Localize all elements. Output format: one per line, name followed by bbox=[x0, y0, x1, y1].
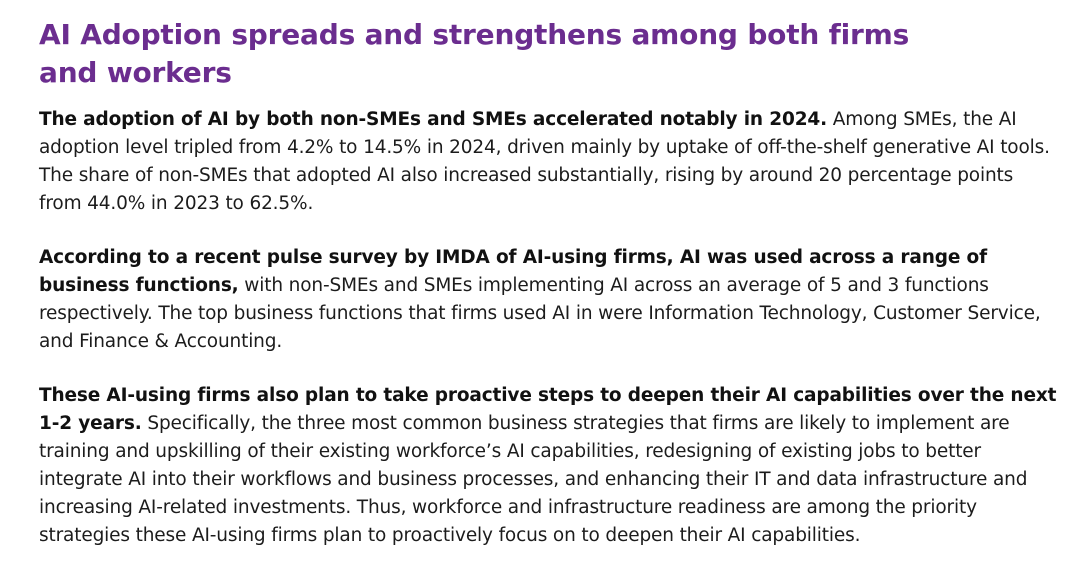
page-title: AI Adoption spreads and strengthens amon… bbox=[39, 18, 910, 89]
paragraph-business-functions: According to a recent pulse survey by IM… bbox=[39, 244, 1059, 356]
paragraph-ai-capabilities: These AI-using firms also plan to take p… bbox=[39, 382, 1059, 550]
paragraph-body: with non-SMEs and SMEs implementing AI a… bbox=[39, 275, 1041, 352]
paragraph-lead: These AI-using firms also plan to take p… bbox=[39, 385, 1057, 434]
paragraph-lead: The adoption of AI by both non-SMEs and … bbox=[39, 109, 828, 130]
paragraph-body: Among SMEs, the AI adoption level triple… bbox=[39, 109, 1050, 214]
paragraph-lead: According to a recent pulse survey by IM… bbox=[39, 247, 987, 296]
paragraph-ai-adoption: The adoption of AI by both non-SMEs and … bbox=[39, 106, 1059, 218]
paragraph-body: Specifically, the three most common busi… bbox=[39, 413, 1028, 546]
